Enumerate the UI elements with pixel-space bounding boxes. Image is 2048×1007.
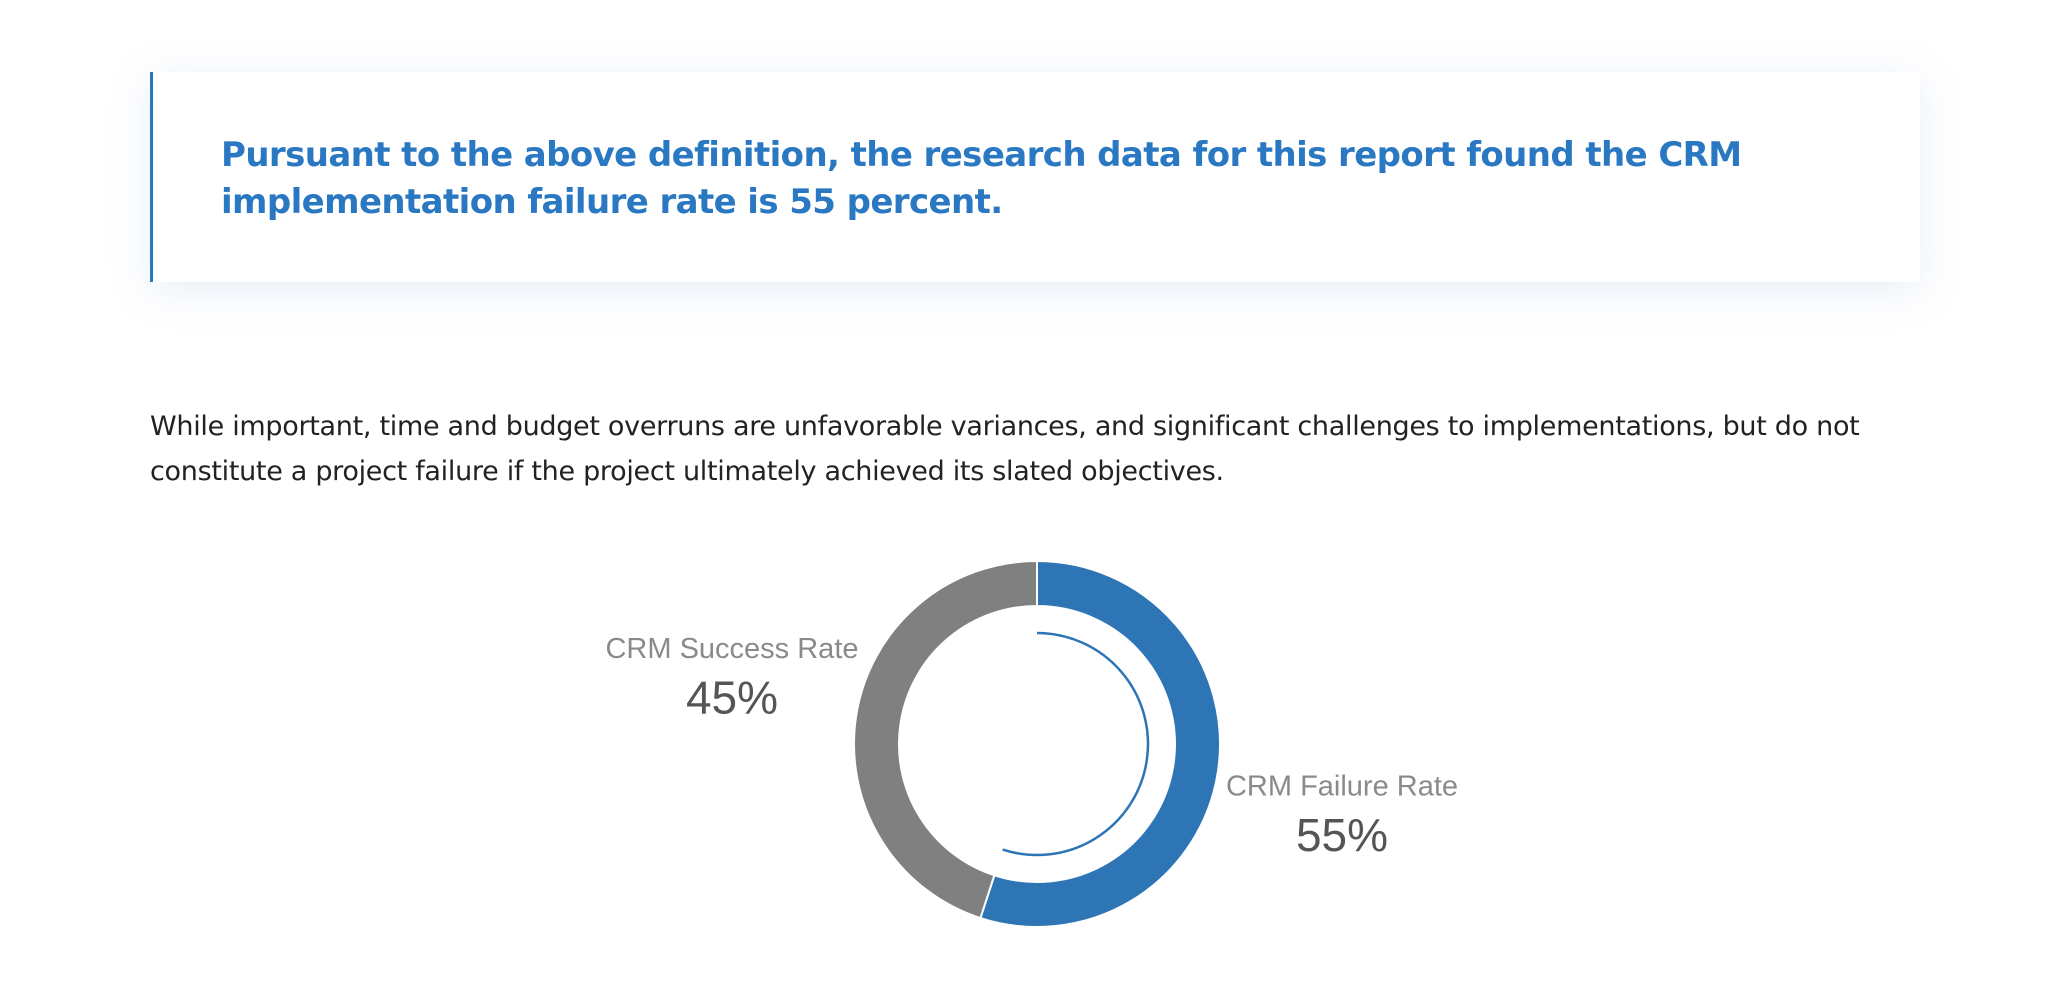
category-label: CRM Success Rate bbox=[605, 633, 858, 665]
donut-segment bbox=[979, 559, 1221, 928]
value-label: 55% bbox=[1296, 809, 1388, 861]
callout: Pursuant to the above definition, the re… bbox=[150, 72, 1920, 282]
callout-end: . bbox=[990, 182, 1003, 222]
paragraph: While important, time and budget overrun… bbox=[150, 411, 1860, 487]
value-label: 45% bbox=[686, 671, 778, 723]
donut-segment bbox=[853, 559, 1038, 920]
callout-text: Pursuant to the above definition, the re… bbox=[221, 135, 1742, 222]
callout-emphasis: 55 percent bbox=[789, 182, 991, 222]
inner-arc bbox=[1002, 631, 1150, 857]
category-label: CRM Failure Rate bbox=[1226, 770, 1458, 802]
